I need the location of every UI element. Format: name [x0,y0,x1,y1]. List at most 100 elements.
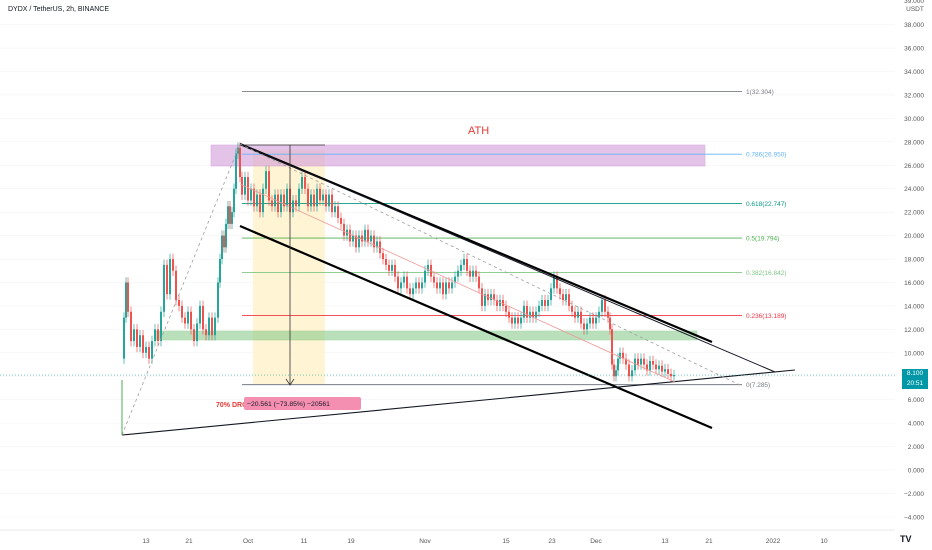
channel-extension-line [239,143,776,373]
candle-body [225,223,227,248]
candle-body [367,229,369,242]
candle-body [227,206,229,224]
candle-body [274,194,276,207]
last-price-tag: 8.100 [902,369,928,379]
candle-body [376,241,378,248]
candle-body [331,194,333,213]
candle-body [617,358,619,371]
candle-body [514,317,516,324]
candle-body [550,288,552,301]
candle-body [259,194,261,213]
candle-body [175,270,177,301]
candle-body [655,364,657,370]
candle-body [295,200,297,207]
fib-level-label: 0.236(13.189) [746,313,786,320]
candle-body [239,147,241,177]
candle-body [385,259,387,265]
candle-body [595,317,597,324]
candle-body [598,311,600,318]
candle-body [268,171,270,201]
candle-body [442,282,444,295]
time-tick-label: 21 [705,538,713,545]
price-tick-label: 12.000 [904,327,924,334]
candle-body [190,311,192,330]
candle-body [298,188,300,207]
fib-level-label: 0.5(19.794) [746,236,779,243]
candle-body [184,317,186,324]
candle-body [508,311,510,318]
time-tick-label: 19 [347,538,355,545]
candle-body [611,329,613,365]
candle-body [370,235,372,242]
candle-body [343,223,345,236]
candle-body [166,264,168,295]
candle-body [157,329,159,342]
price-tick-label: 38.000 [904,22,924,29]
candle-body [496,300,498,306]
candle-body [670,373,672,377]
candle-body [271,200,273,207]
candle-body [358,235,360,248]
candle-body [547,300,549,306]
candle-body [535,311,537,318]
candle-body [169,259,171,295]
candle-body [580,311,582,324]
candle-body [208,317,210,336]
candle-body [469,270,471,277]
candle-body [373,235,375,248]
time-tick-label: 13 [661,538,669,545]
price-tick-label: 30.000 [904,116,924,123]
price-tick-label: 10.000 [904,350,924,357]
candle-body [466,259,468,271]
candle-body [406,276,408,289]
candle-body [231,212,233,224]
candle-body [151,341,153,359]
candle-body [559,288,561,295]
candle-body [615,370,617,377]
candle-body [634,358,636,371]
price-tick-label: 26.000 [904,163,924,170]
candle-body [403,276,405,283]
candle-body [142,335,144,353]
time-tick-label: 2022 [766,538,781,545]
price-tick-label: 20.000 [904,233,924,240]
candle-body [382,253,384,260]
candle-body [622,352,624,359]
candle-body [625,358,627,365]
candle-body [523,305,525,318]
candle-body [577,311,579,318]
tradingview-logo[interactable]: TV [900,534,912,544]
candle-body [628,364,630,377]
candle-body [478,276,480,289]
candle-body [187,311,189,324]
countdown-tag: 20:51 [902,379,928,389]
candle-body [613,364,615,377]
candle-body [544,300,546,306]
candle-body [652,361,654,365]
candle-body [643,358,645,365]
lower-channel-line [239,224,713,430]
candle-body [541,300,543,306]
candle-body [445,282,447,295]
candle-body [589,317,591,324]
candle-body [502,300,504,306]
time-tick-label: Dec [590,538,602,545]
candle-body [433,276,435,283]
candle-body [412,288,414,295]
price-axis: −4.000−2.0000.0002.0004.0006.0008.00010.… [904,0,924,521]
candle-body [601,300,603,312]
candle-body [328,194,330,207]
fib-level-label: 0(7.285) [746,382,770,389]
fib-dashed-line [239,143,743,387]
candle-body [418,282,420,289]
candle-body [145,346,147,353]
candle-body [235,153,237,189]
candle-body [439,282,441,289]
candle-body [436,282,438,289]
candle-body [646,364,648,371]
measure-arrow-head [285,378,295,386]
candle-body [256,194,258,207]
candle-body [649,361,651,371]
range-highlight-box [253,150,325,384]
